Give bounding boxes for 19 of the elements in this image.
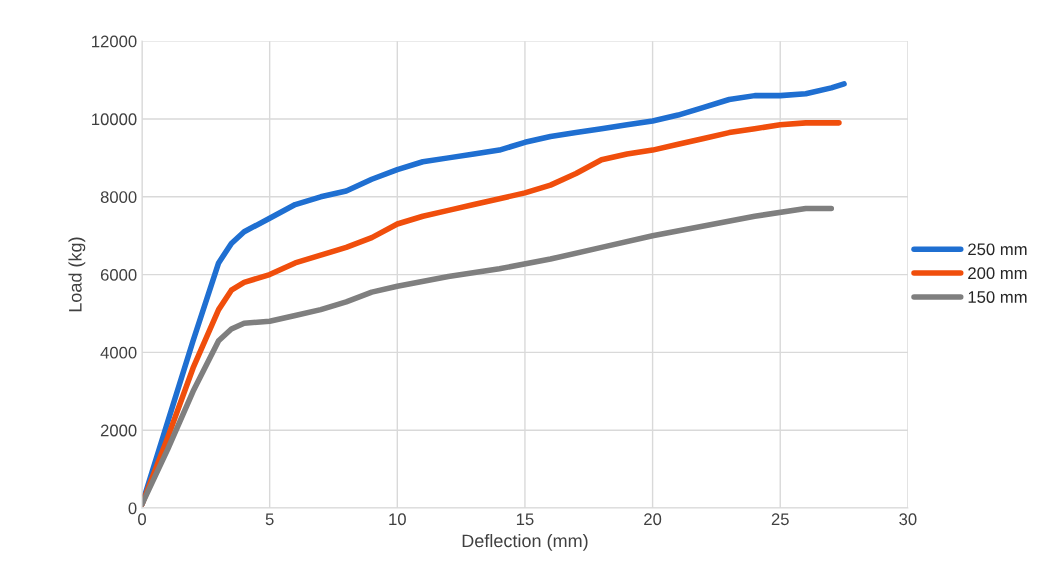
y-tick-label: 6000 [100,269,137,281]
x-tick-label: 5 [265,513,274,526]
y-tick-label: 8000 [100,191,137,203]
y-axis-title: Load (kg) [68,237,86,312]
y-tick-label: 0 [128,502,137,515]
y-tick-label: 4000 [100,346,137,359]
y-tick-label: 12000 [92,35,137,48]
x-tick-label: 15 [516,513,534,526]
x-tick-label: 30 [899,513,917,526]
legend-label: 150 mm [968,291,1027,303]
x-tick-label: 25 [771,513,789,526]
y-tick-label: 10000 [92,113,137,126]
legend-label: 200 mm [968,267,1027,280]
x-tick-label: 10 [389,513,406,526]
x-axis-title: Deflection (mm) [462,533,588,551]
legend-label: 250 mm [968,243,1027,256]
x-tick-label: 0 [138,513,146,526]
y-tick-label: 2000 [100,424,137,437]
x-tick-label: 20 [644,513,662,526]
